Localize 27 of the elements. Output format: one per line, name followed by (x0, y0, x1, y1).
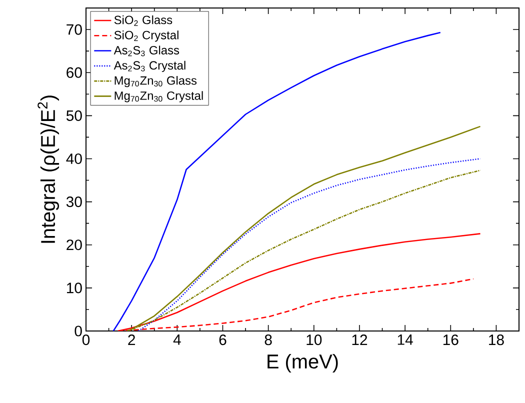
x-tick-label: 0 (82, 334, 90, 346)
legend-label: SiO$_{2}$ Crystal (114, 30, 178, 42)
legend-label: Mg$_{70}$Zn$_{30}$ Glass (114, 76, 197, 88)
x-tick-label: 14 (398, 334, 413, 345)
x-tick-label: 16 (443, 334, 458, 346)
y-tick-label: 50 (66, 110, 82, 121)
x-tick-label: 12 (352, 334, 368, 345)
x-tick-label: 4 (173, 334, 181, 345)
x-tick-label: 8 (264, 334, 272, 346)
legend-label: Mg$_{70}$Zn$_{30}$ Crystal (114, 91, 203, 102)
x-tick-label: 18 (489, 334, 504, 346)
y-tick-label: 10 (67, 282, 82, 294)
x-tick-label: 6 (219, 334, 226, 346)
y-tick-label: 0 (74, 326, 82, 336)
x-tick-label: 2 (128, 334, 135, 345)
y-axis-title: Integral (ρ(E)/E$^{2}$) (38, 96, 60, 243)
y-tick-label: 20 (66, 240, 82, 250)
y-tick-label: 60 (66, 67, 82, 78)
y-tick-label: 40 (66, 153, 82, 164)
x-tick-label: 10 (306, 334, 322, 346)
y-tick-label: 30 (66, 196, 82, 208)
legend-label: SiO$_{2}$ Glass (114, 15, 172, 26)
line-series (112, 32, 442, 332)
x-axis-title: E (meV) (268, 354, 338, 373)
y-tick-label: 70 (66, 24, 82, 35)
legend-label: As$_{2}$S$_{3}$ Crystal (114, 60, 186, 72)
legend-label: As$_{2}$S$_{3}$ Glass (114, 46, 180, 56)
